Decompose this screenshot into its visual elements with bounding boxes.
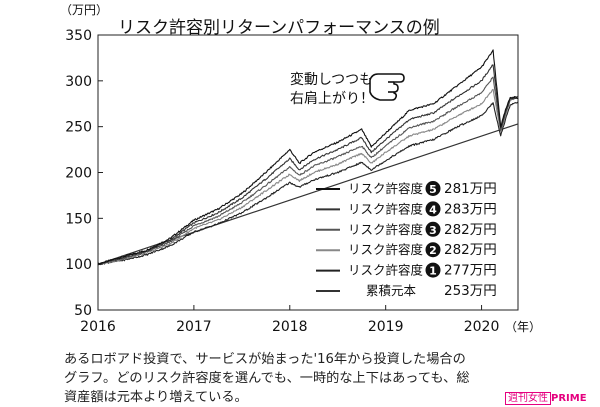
legend-final-value: 281万円	[444, 181, 497, 197]
legend-level-badge	[425, 242, 441, 258]
legend-final-value: 282万円	[444, 222, 497, 238]
x-tick-label: 2017	[176, 319, 212, 335]
legend-level-number: 4	[429, 203, 437, 216]
legend-final-value: 253万円	[444, 283, 497, 299]
caption-line: 資産額は元本より増えている。	[64, 390, 248, 405]
legend-name: 累積元本	[366, 283, 417, 298]
legend-level-number: 1	[429, 265, 437, 278]
annotation-line: 変動しつつも	[290, 71, 373, 88]
legend-level-number: 2	[429, 244, 437, 257]
legend-final-value: 283万円	[444, 201, 497, 217]
y-tick-label: 300	[65, 74, 92, 90]
legend-level-badge	[425, 181, 441, 196]
publisher-name: 週刊女性	[505, 392, 551, 405]
legend-final-value: 277万円	[444, 263, 497, 279]
caption-line: あるロボアド投資で、サービスが始まった'16年から投資した場合の	[64, 352, 466, 367]
legend-name: リスク許容度	[348, 181, 424, 196]
y-axis-unit-label: （万円）	[60, 3, 108, 17]
series-line	[97, 76, 518, 266]
x-tick-label: 2020	[464, 319, 500, 335]
legend-name: リスク許容度	[348, 263, 424, 278]
brand-name: PRIME	[551, 393, 587, 404]
legend-final-value: 282万円	[444, 242, 497, 258]
annotation-line: 右肩上がり！	[290, 91, 374, 107]
y-tick-label: 100	[65, 257, 92, 273]
x-tick-label: 2016	[80, 319, 116, 335]
legend-name: リスク許容度	[348, 242, 424, 257]
series-line	[97, 88, 519, 265]
legend-level-number: 5	[429, 183, 437, 196]
caption-line: グラフ。どのリスク許容度を選んでも、一時的な上下はあっても、総	[64, 371, 470, 386]
series-layer	[97, 49, 519, 266]
x-tick-label: 2019	[368, 319, 404, 335]
pointing-hand-icon	[369, 73, 405, 101]
series-line	[97, 49, 519, 266]
y-tick-label: 350	[65, 28, 92, 44]
x-axis-unit-label: （年）	[505, 320, 541, 334]
series-line	[97, 64, 519, 266]
legend-level-number: 3	[429, 224, 437, 237]
y-tick-label: 250	[65, 120, 92, 136]
legend-name: リスク許容度	[348, 222, 424, 237]
y-tick-label: 150	[65, 211, 92, 227]
publisher-watermark: 週刊女性 PRIME	[505, 389, 587, 405]
chart-title: リスク許容別リターンパフォーマンスの例	[118, 18, 440, 38]
series-line	[97, 101, 519, 266]
legend-name: リスク許容度	[348, 201, 424, 216]
y-tick-label: 200	[65, 166, 92, 182]
x-tick-label: 2018	[272, 319, 308, 335]
caption: あるロボアド投資で、サービスが始まった'16年から投資した場合の グラフ。どのリ…	[64, 350, 569, 407]
chart: 50 100 150 200 250 300 350 2016 2017 2018 2019 2020…	[60, 3, 541, 335]
legend-level-badge	[425, 221, 441, 237]
legend-level-badge	[425, 201, 441, 217]
ticks: 50 100 150 200 250 300 350 2016 2017 2018 2019 2020	[65, 28, 499, 335]
legend-level-badge	[425, 262, 441, 278]
y-tick-label: 50	[74, 303, 92, 319]
